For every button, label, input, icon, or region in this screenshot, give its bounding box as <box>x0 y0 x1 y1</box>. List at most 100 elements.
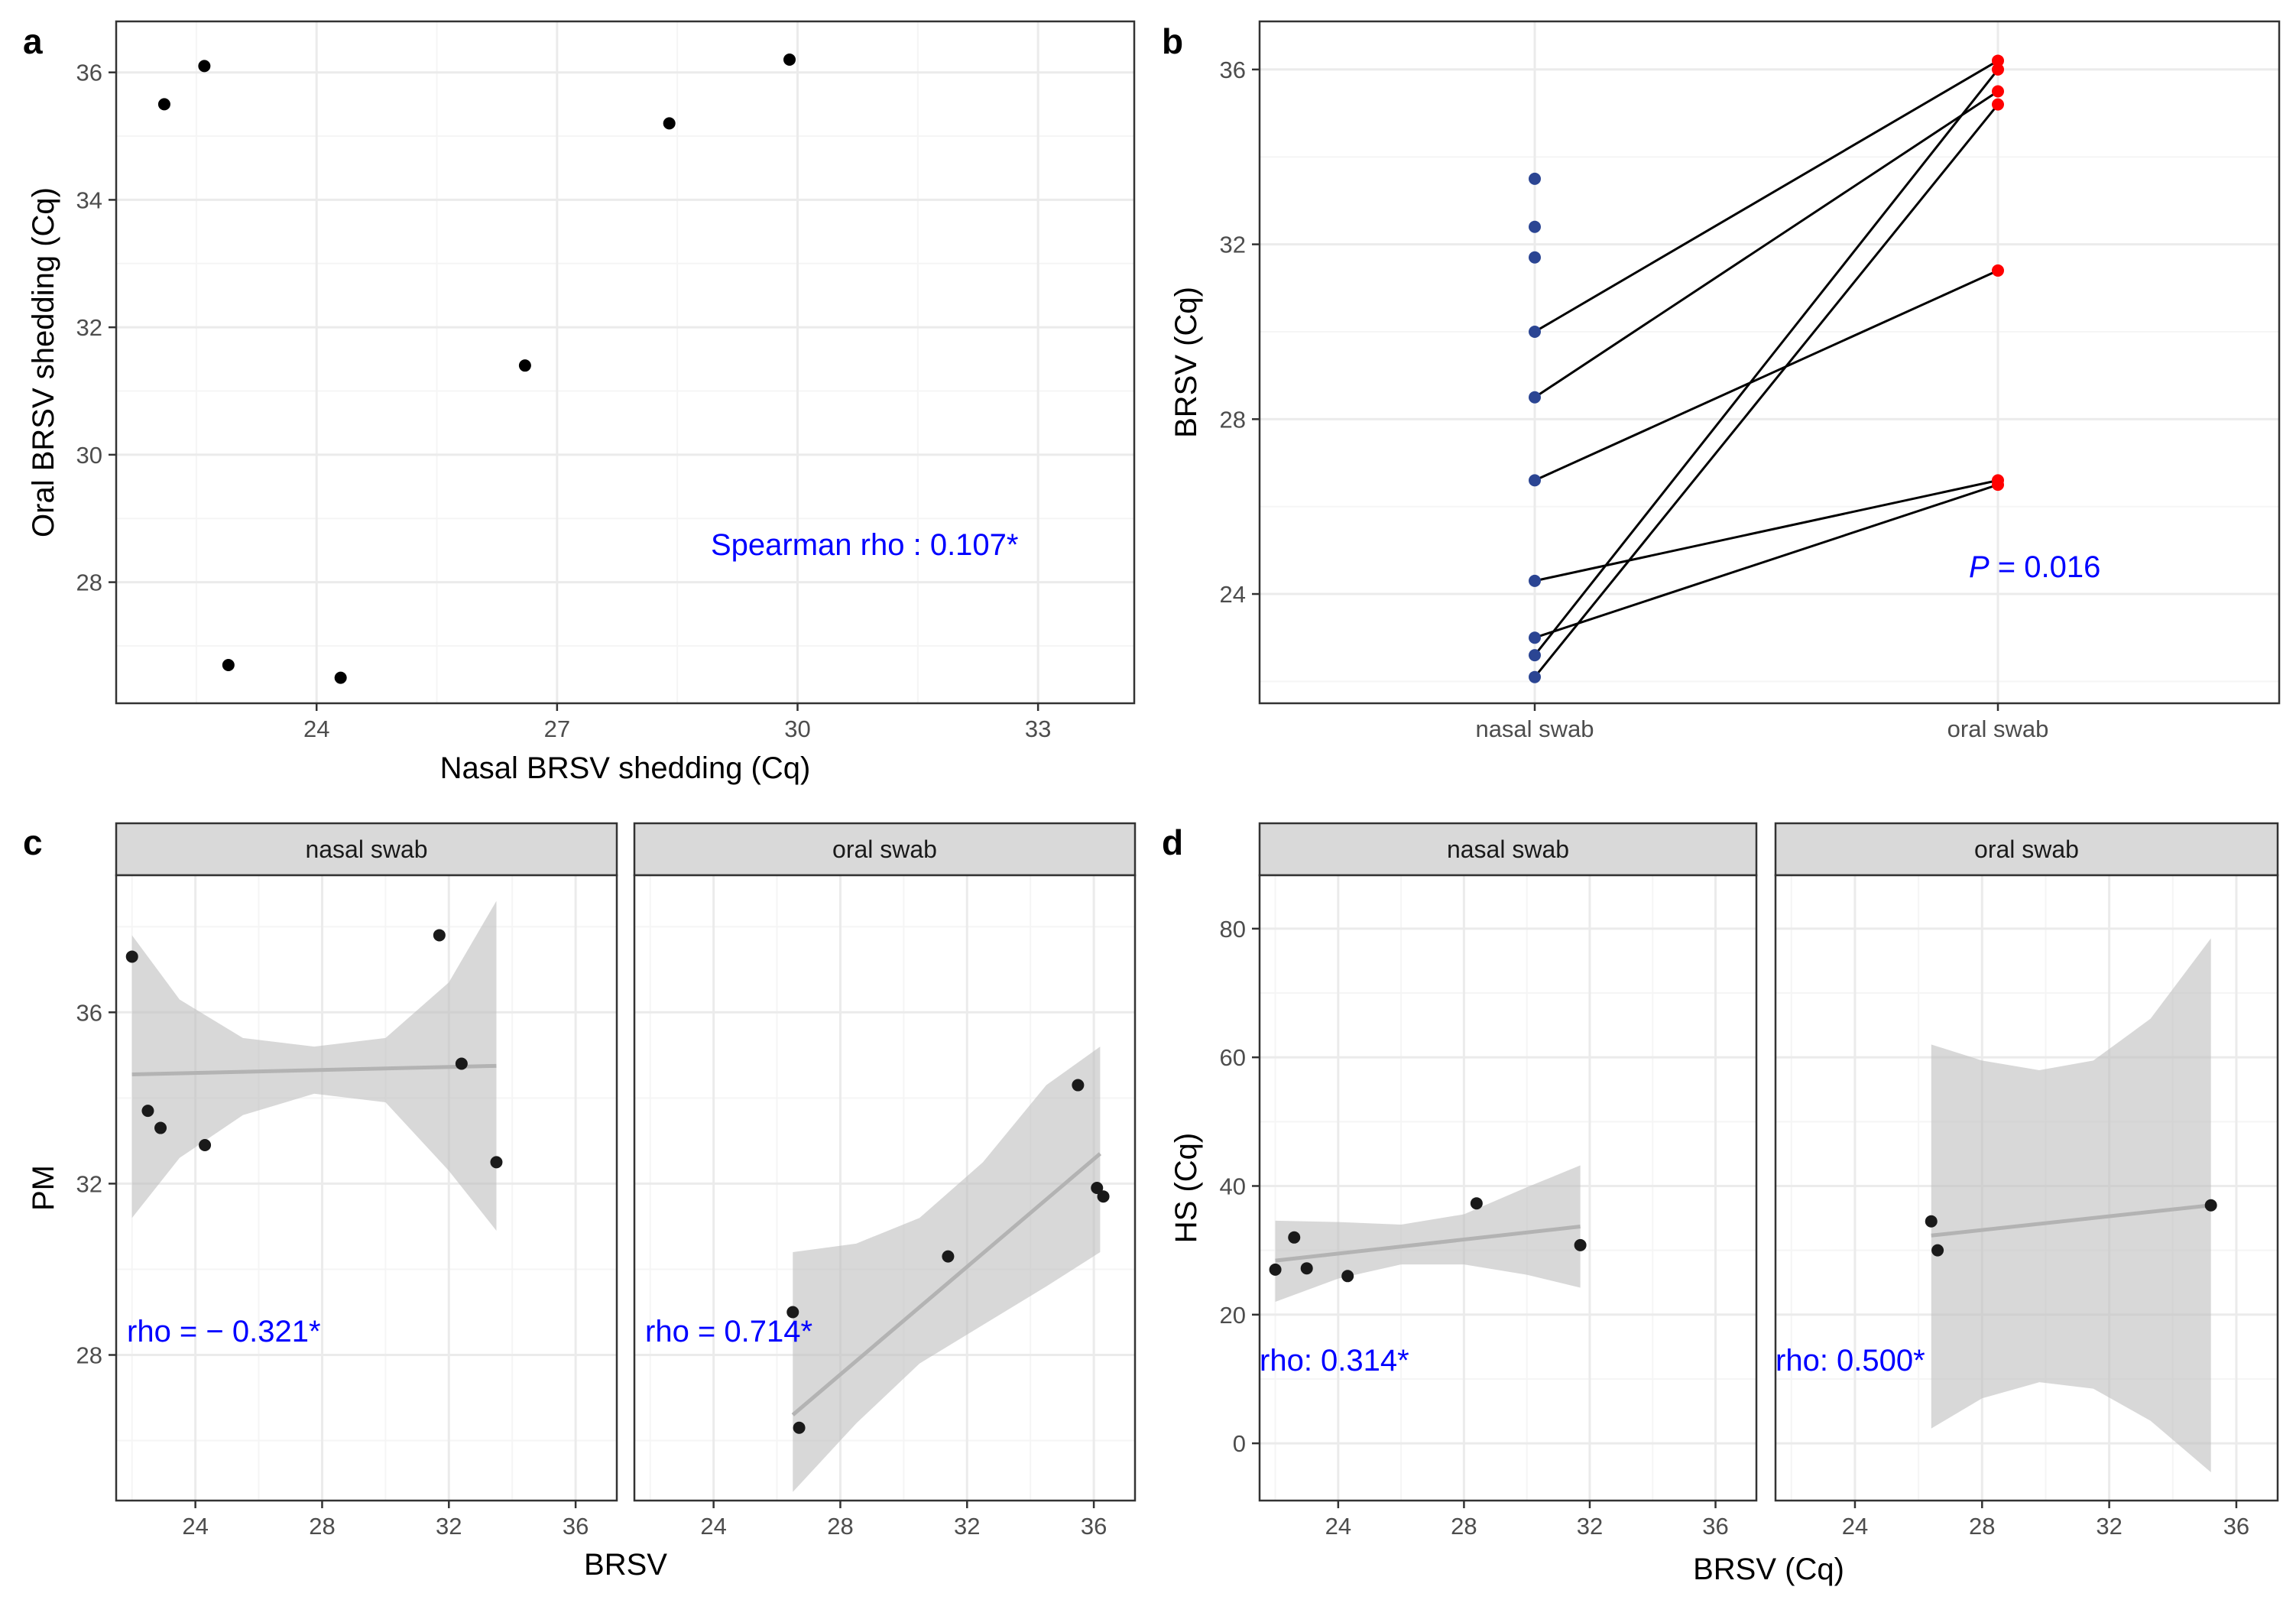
panel-b-nasal-point <box>1529 474 1541 487</box>
panel-b-x-tick-label: oral swab <box>1947 716 2049 742</box>
panel-a-data-point <box>334 671 347 684</box>
panel-b-x-tick-label: nasal swab <box>1475 716 1594 742</box>
panel-a-y-tick-label: 36 <box>76 60 102 86</box>
panel-d-facet-nasal-panel-border <box>1258 874 1758 1502</box>
panel-a-y-axis-title: Oral BRSV shedding (Cq) <box>27 187 60 537</box>
panel-d-facet-nasal-fit-line <box>1275 1225 1581 1263</box>
panel-b-nasal-point <box>1529 325 1541 338</box>
panel-c-facet-nasal-x-tick-label: 24 <box>182 1513 208 1540</box>
panel-b-nasal-point <box>1529 172 1541 185</box>
panel-c-facet-nasal-x-tick-label: 32 <box>436 1513 462 1540</box>
panel-c-facet-nasal-x-tick-label: 36 <box>563 1513 589 1540</box>
panel-d-facet-nasal-x-tick-label: 28 <box>1451 1513 1477 1540</box>
panel-d-faceted-scatter: nasal swab rho: 0.314* 24 28 32 36 0 20 40 60 80 or… <box>1169 822 2279 1586</box>
panel-c-facet-oral-fit-line <box>791 1152 1102 1416</box>
panel-d-facet-nasal-data-point <box>1574 1238 1587 1251</box>
panel-b-panel-border <box>1258 20 2281 705</box>
panel-a-data-point <box>783 54 796 67</box>
panel-d-y-tick-label: 40 <box>1220 1173 1246 1199</box>
panel-b-oral-point <box>1992 85 2004 98</box>
panel-a-data-point <box>222 658 235 671</box>
panel-a-data-point <box>663 117 676 130</box>
panel-a-y-tick-label: 32 <box>76 314 102 341</box>
panel-d-facet-oral-strip-label: oral swab <box>1974 836 2079 863</box>
panel-c-facet-nasal-confidence-band <box>131 900 497 1231</box>
panel-d-facet-nasal-x-tick-label: 32 <box>1577 1513 1603 1540</box>
panel-c-facet-oral-strip-label: oral swab <box>832 836 937 863</box>
panel-a-x-tick-label: 30 <box>784 716 810 742</box>
panel-b-oral-point <box>1992 479 2004 492</box>
panel-d-y-tick-label: 20 <box>1220 1302 1246 1329</box>
panel-b-y-tick-label: 28 <box>1220 406 1246 433</box>
panel-b-p-value: = 0.016 <box>1990 550 2101 584</box>
panel-c-facet-oral-strip <box>633 822 1137 877</box>
panel-c-y-tick-label: 28 <box>76 1342 102 1369</box>
panel-b-y-axis-title: BRSV (Cq) <box>1169 287 1203 438</box>
panel-b-y-tick-label: 24 <box>1220 581 1246 608</box>
panel-d-facet-oral-x-tick-label: 32 <box>2096 1513 2122 1540</box>
panel-b-paired-plot: P = 0.016 nasal swab oral swab 24 28 32 36 BRSV… <box>1169 20 2281 742</box>
panel-b-pair-line <box>1534 60 1999 333</box>
panel-b-y-tick-label: 36 <box>1220 57 1246 83</box>
panel-b-nasal-point <box>1529 631 1541 644</box>
panel-a-x-tick-label: 24 <box>303 716 329 742</box>
panel-a-y-tick-label: 28 <box>76 569 102 596</box>
panel-b-nasal-point <box>1529 251 1541 264</box>
panel-b-nasal-point <box>1529 574 1541 587</box>
panel-b-pair-line <box>1533 68 1999 657</box>
panel-a-y-tick-label: 30 <box>76 442 102 469</box>
panel-d-facet-oral-fit-line <box>1931 1203 2211 1238</box>
panel-c-y-axis-title: PM <box>27 1165 60 1211</box>
panel-d-facet-nasal-strip <box>1258 822 1758 877</box>
panel-d-y-axis-title: HS (Cq) <box>1169 1133 1203 1243</box>
panel-a-x-axis-title: Nasal BRSV shedding (Cq) <box>440 751 811 785</box>
panel-b-pair-line <box>1534 479 1999 582</box>
panel-d-facet-nasal-x-tick-label: 24 <box>1325 1513 1351 1540</box>
panel-c-facet-oral-data-point <box>786 1306 799 1319</box>
panel-b-oral-point <box>1992 98 2004 111</box>
panel-c-facet-nasal-strip-label: nasal swab <box>305 836 427 863</box>
panel-d-facet-oral-x-tick-label: 24 <box>1842 1513 1868 1540</box>
panel-b-pair-line <box>1533 103 1999 678</box>
panel-c-facet-oral-data-point <box>1072 1079 1085 1092</box>
panel-c-facet-nasal-panel-border <box>115 874 618 1502</box>
panel-c-y-tick-label: 36 <box>76 999 102 1026</box>
panel-d-facet-nasal-data-point <box>1341 1270 1354 1283</box>
panel-c-facet-nasal-rho-annotation: rho = − 0.321* <box>127 1315 321 1348</box>
panel-d-facet-oral-x-tick-label: 36 <box>2223 1513 2249 1540</box>
panel-c-faceted-scatter: nasal swab rho = − 0.321* 24 28 32 36 28 32 36 or… <box>27 822 1137 1582</box>
panel-b-pair-line <box>1534 90 1999 398</box>
panel-c-facet-oral-rho-annotation: rho = 0.714* <box>645 1315 812 1348</box>
panel-c-facet-oral-panel-border <box>633 874 1137 1502</box>
panel-c-facet-oral-data-point <box>942 1250 955 1263</box>
panel-a-y-tick-label: 34 <box>76 187 102 213</box>
panel-b-background <box>1260 21 2279 703</box>
panel-b-nasal-point <box>1529 670 1541 683</box>
panel-c-facet-nasal-data-point <box>199 1138 212 1151</box>
panel-c-facet-nasal-data-point <box>141 1105 154 1118</box>
panel-b-nasal-point <box>1529 220 1541 233</box>
panel-d-facet-oral-data-point <box>2204 1199 2217 1212</box>
panel-b-y-tick-label: 32 <box>1220 232 1246 258</box>
panel-d-y-tick-label: 80 <box>1220 916 1246 943</box>
panel-letter-a: a <box>23 21 43 61</box>
panel-d-facet-oral-confidence-band <box>1931 938 2211 1472</box>
panel-d-facet-nasal-rho-annotation: rho: 0.314* <box>1260 1344 1409 1377</box>
panel-c-facet-nasal-data-point <box>490 1156 503 1169</box>
panel-b-nasal-point <box>1529 649 1541 662</box>
panel-d-facet-oral-rho-annotation: rho: 0.500* <box>1776 1344 1925 1377</box>
panel-a-data-point <box>198 60 211 73</box>
panel-d-facet-nasal-strip-label: nasal swab <box>1447 836 1569 863</box>
panel-d-facet-oral-panel-border <box>1774 874 2279 1502</box>
panel-c-facet-nasal-fit-line <box>131 1063 497 1077</box>
panel-c-facet-oral-x-tick-label: 36 <box>1081 1513 1107 1540</box>
panel-c-facet-oral-confidence-band <box>793 1046 1101 1492</box>
panel-a-x-tick-label: 27 <box>544 716 570 742</box>
panel-a-data-point <box>157 98 170 111</box>
panel-d-x-axis-title: BRSV (Cq) <box>1693 1553 1844 1586</box>
panel-a-spearman-annotation: Spearman rho : 0.107* <box>711 528 1018 562</box>
panel-c-facet-nasal-data-point <box>154 1121 167 1134</box>
panel-c-facet-oral-x-tick-label: 24 <box>700 1513 726 1540</box>
panel-c-y-tick-label: 32 <box>76 1170 102 1197</box>
